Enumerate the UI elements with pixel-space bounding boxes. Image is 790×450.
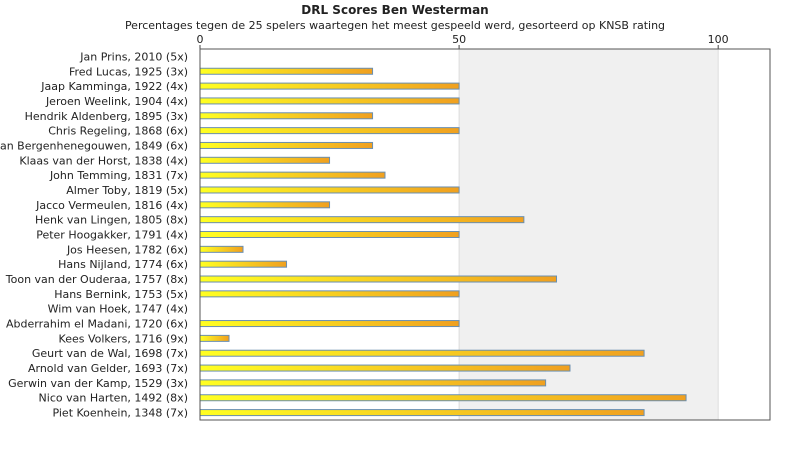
bar [199,320,460,328]
category-label: Jan Prins, 2010 (5x) [79,50,188,63]
bar [199,112,374,120]
plot-border [199,48,771,421]
bar [199,186,460,194]
category-label: Klaas van der Horst, 1838 (4x) [19,154,188,167]
category-label: Geurt van de Wal, 1698 (7x) [32,347,188,360]
bar [199,349,645,357]
bars [199,67,687,417]
category-label: Hendrik Aldenberg, 1895 (3x) [25,110,188,123]
bar [199,67,374,75]
bar [199,171,386,179]
plot-frame [199,48,771,421]
bar [199,156,331,164]
tick-label: 100 [708,33,729,46]
bar [199,260,288,268]
category-label: Abderrahim el Madani, 1720 (6x) [6,318,188,331]
bar [199,216,525,224]
bar [199,334,230,342]
category-label: Chris Regeling, 1868 (6x) [48,125,188,138]
bar [199,127,460,135]
category-label: Hans Bernink, 1753 (5x) [54,288,188,301]
category-label: Jos Heesen, 1782 (6x) [66,243,188,256]
category-label: Kees Volkers, 1716 (9x) [59,332,188,345]
bar [199,379,547,387]
category-label: Hans Nijland, 1774 (6x) [58,258,188,271]
category-label: Wim van Hoek, 1747 (4x) [48,303,188,316]
bar [199,364,571,372]
category-label: Arnold van Gelder, 1693 (7x) [28,362,188,375]
category-label: Jeroen Weelink, 1904 (4x) [45,95,188,108]
x-axis-ticks: 0 50 100 [197,33,729,49]
plot-area [200,49,770,420]
category-label: Almer Toby, 1819 (5x) [66,184,188,197]
category-label: Piet Koenhein, 1348 (7x) [52,407,188,420]
bar [199,97,460,105]
bar [199,409,645,417]
category-label: Jaap Kamminga, 1922 (4x) [40,80,188,93]
bar [199,394,687,402]
tick-label: 50 [452,33,466,46]
chart-title: DRL Scores Ben Westerman [301,3,488,17]
bar [199,82,460,90]
category-label: Toon van der Ouderaa, 1757 (8x) [5,273,188,286]
bar [199,231,460,238]
category-labels: Jan Prins, 2010 (5x) Fred Lucas, 1925 (3x… [0,50,188,419]
category-label: Peter Hoogakker, 1791 (4x) [36,229,188,242]
category-label: Gerwin van der Kamp, 1529 (3x) [8,377,188,390]
category-label: Nico van Harten, 1492 (8x) [39,392,188,405]
category-label: Fred Lucas, 1925 (3x) [69,65,188,78]
tick-label: 0 [197,33,204,46]
chart-subtitle: Percentages tegen de 25 spelers waartege… [125,19,665,32]
grid-band [459,49,719,420]
category-label: van Bergenhenegouwen, 1849 (6x) [0,139,188,152]
bar [199,245,244,253]
bar [199,290,460,298]
category-label: John Temming, 1831 (7x) [49,169,188,182]
category-label: Henk van Lingen, 1805 (8x) [35,214,188,227]
bar [199,141,374,149]
category-label: Jacco Vermeulen, 1816 (4x) [35,199,188,212]
bar [199,201,331,209]
bar [199,275,558,283]
